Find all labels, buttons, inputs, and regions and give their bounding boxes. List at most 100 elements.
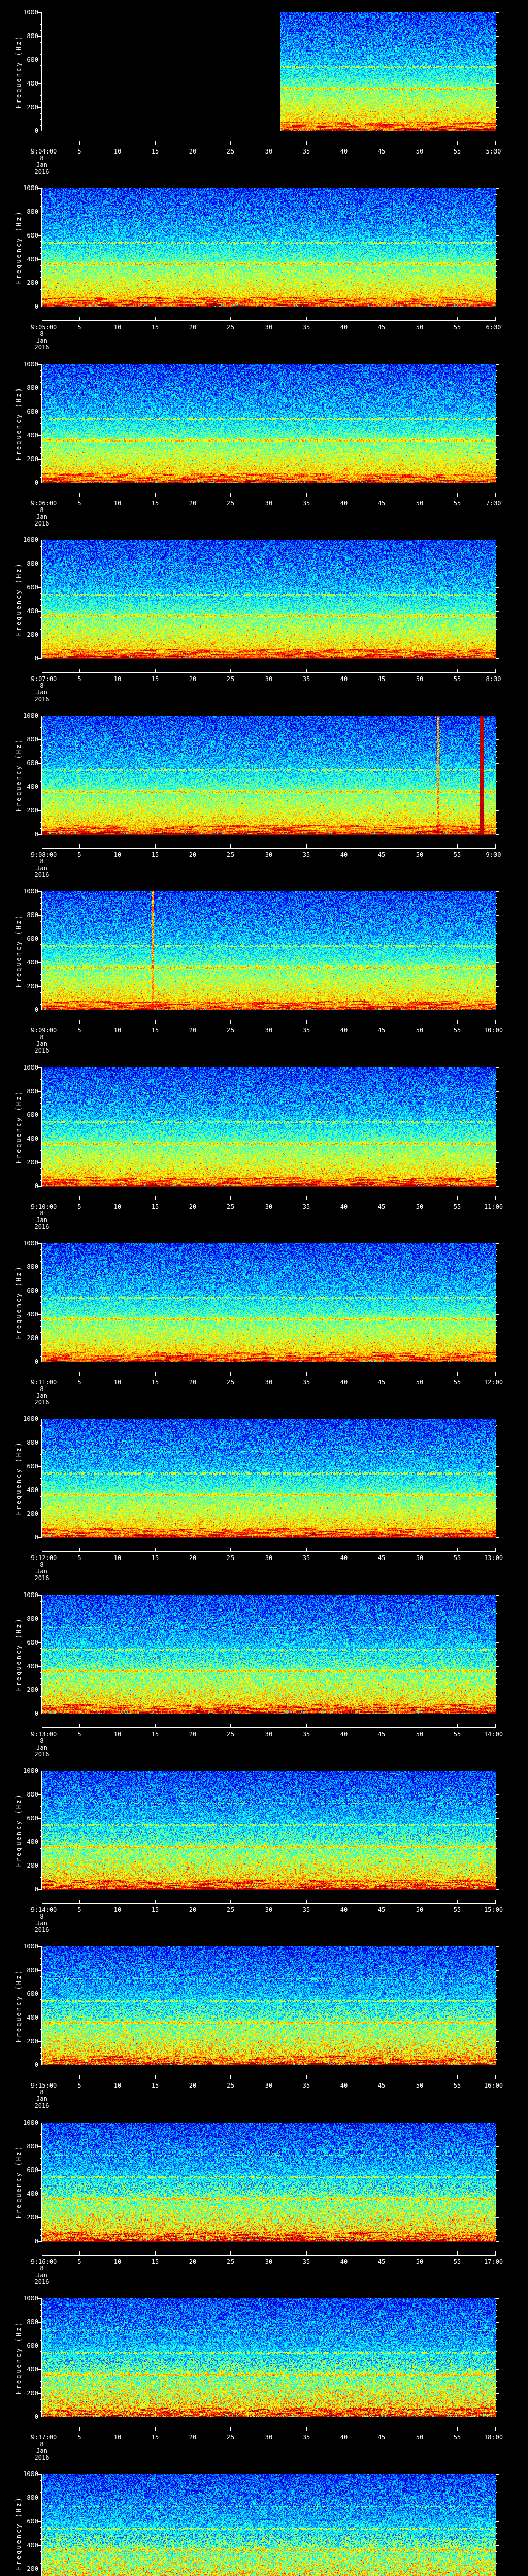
- y-tick-label: 0: [34, 654, 38, 662]
- y-tick: [496, 611, 499, 612]
- date-year: 2016: [34, 344, 50, 351]
- y-tick: [496, 1848, 497, 1849]
- x-tick-label: 5: [77, 1379, 81, 1386]
- x-tick: [457, 493, 458, 497]
- y-tick: [38, 834, 41, 835]
- x-tick: [155, 1020, 156, 1024]
- end-time-label: 15:00: [484, 1906, 503, 1913]
- y-tick: [40, 2047, 41, 2048]
- y-tick: [40, 2527, 41, 2528]
- y-tick: [40, 1097, 41, 1098]
- x-tick-label: 35: [302, 1027, 310, 1035]
- x-tick: [155, 141, 156, 145]
- x-tick: [306, 2075, 307, 2079]
- y-axis-line-left: [41, 2474, 42, 2576]
- x-axis-line: [42, 1727, 496, 1728]
- y-tick: [496, 1836, 497, 1837]
- date-label: 8 Jan 2016: [35, 2441, 50, 2461]
- y-tick: [38, 2369, 41, 2370]
- x-tick-label: 40: [340, 1554, 348, 1562]
- y-axis-title: Frequency (Hz): [15, 913, 22, 988]
- x-tick-label: 55: [453, 675, 461, 683]
- start-time-label: 9:07:00: [30, 675, 57, 683]
- y-tick: [40, 453, 41, 454]
- y-tick-label: 0: [34, 1534, 38, 1541]
- y-tick-label: 400: [27, 1838, 38, 1845]
- x-tick-label: 35: [302, 2433, 310, 2441]
- y-tick: [496, 364, 499, 365]
- spectrogram-panel-10: Frequency (Hz) 8 Jan 2016 0 200 400 600 800 1…: [0, 1583, 528, 1758]
- x-tick-label: 30: [265, 1379, 273, 1386]
- y-tick: [40, 241, 41, 242]
- x-tick-label: 40: [340, 1027, 348, 1035]
- y-tick-label: 800: [27, 560, 38, 567]
- y-tick: [40, 277, 41, 278]
- y-tick: [496, 194, 497, 195]
- y-tick: [496, 259, 499, 260]
- start-time-label: 9:16:00: [30, 2258, 57, 2265]
- x-tick-label: 10: [113, 2433, 122, 2441]
- x-tick: [230, 2075, 231, 2079]
- date-year: 2016: [34, 1399, 50, 1406]
- y-tick: [496, 459, 499, 460]
- x-tick: [457, 1723, 458, 1727]
- y-tick: [38, 1946, 41, 1947]
- y-tick: [40, 1684, 41, 1685]
- y-tick-label: 400: [27, 2014, 38, 2022]
- start-time-label: 9:04:00: [30, 148, 57, 155]
- x-tick: [306, 1372, 307, 1376]
- y-tick: [40, 2310, 41, 2311]
- y-tick: [496, 2053, 497, 2054]
- y-tick: [40, 125, 41, 126]
- date-day: 8: [40, 1912, 44, 1920]
- y-tick: [496, 2217, 499, 2218]
- y-tick-label: 400: [27, 1662, 38, 1670]
- y-tick: [40, 1004, 41, 1005]
- y-tick: [496, 1454, 497, 1455]
- date-month: Jan: [36, 2271, 47, 2279]
- x-tick-label: 5: [77, 1202, 81, 1210]
- y-tick-label: 600: [27, 1990, 38, 1998]
- y-tick: [496, 2059, 497, 2060]
- x-tick-label: 20: [189, 1906, 197, 1913]
- y-tick-label: 0: [34, 2237, 38, 2245]
- date-month: Jan: [36, 337, 47, 345]
- y-tick-label: 400: [27, 959, 38, 967]
- x-axis-line: [42, 1903, 496, 1904]
- x-tick: [495, 1548, 496, 1552]
- x-tick-label: 55: [453, 148, 461, 155]
- y-tick-label: 1000: [23, 1943, 38, 1951]
- y-tick: [40, 1672, 41, 1673]
- y-tick: [496, 107, 499, 108]
- y-tick-label: 200: [27, 631, 38, 638]
- x-tick-label: 30: [265, 2433, 273, 2441]
- y-tick: [496, 1613, 497, 1614]
- y-tick: [40, 1320, 41, 1321]
- y-tick-label: 0: [34, 2061, 38, 2069]
- y-tick: [38, 2170, 41, 2171]
- y-tick: [40, 546, 41, 547]
- y-tick: [496, 757, 497, 758]
- y-tick: [496, 453, 497, 454]
- x-tick-label: 35: [302, 1202, 310, 1210]
- y-tick: [40, 909, 41, 910]
- y-tick: [38, 1666, 41, 1667]
- x-tick-label: 55: [453, 1554, 461, 1562]
- y-tick-label: 1000: [23, 1591, 38, 1599]
- y-tick: [496, 834, 499, 835]
- x-tick-label: 40: [340, 499, 348, 507]
- y-tick: [40, 54, 41, 55]
- y-axis-line-left: [41, 1595, 42, 1714]
- y-tick: [496, 65, 497, 66]
- x-tick-label: 30: [265, 2258, 273, 2265]
- y-tick: [496, 546, 497, 547]
- y-tick-label: 800: [27, 384, 38, 392]
- x-tick-label: 20: [189, 1027, 197, 1035]
- y-tick-label: 800: [27, 1263, 38, 1271]
- x-tick-label: 35: [302, 851, 310, 859]
- x-tick-label: 10: [113, 1379, 122, 1386]
- y-tick: [40, 605, 41, 606]
- y-tick: [40, 629, 41, 630]
- y-tick: [38, 235, 41, 236]
